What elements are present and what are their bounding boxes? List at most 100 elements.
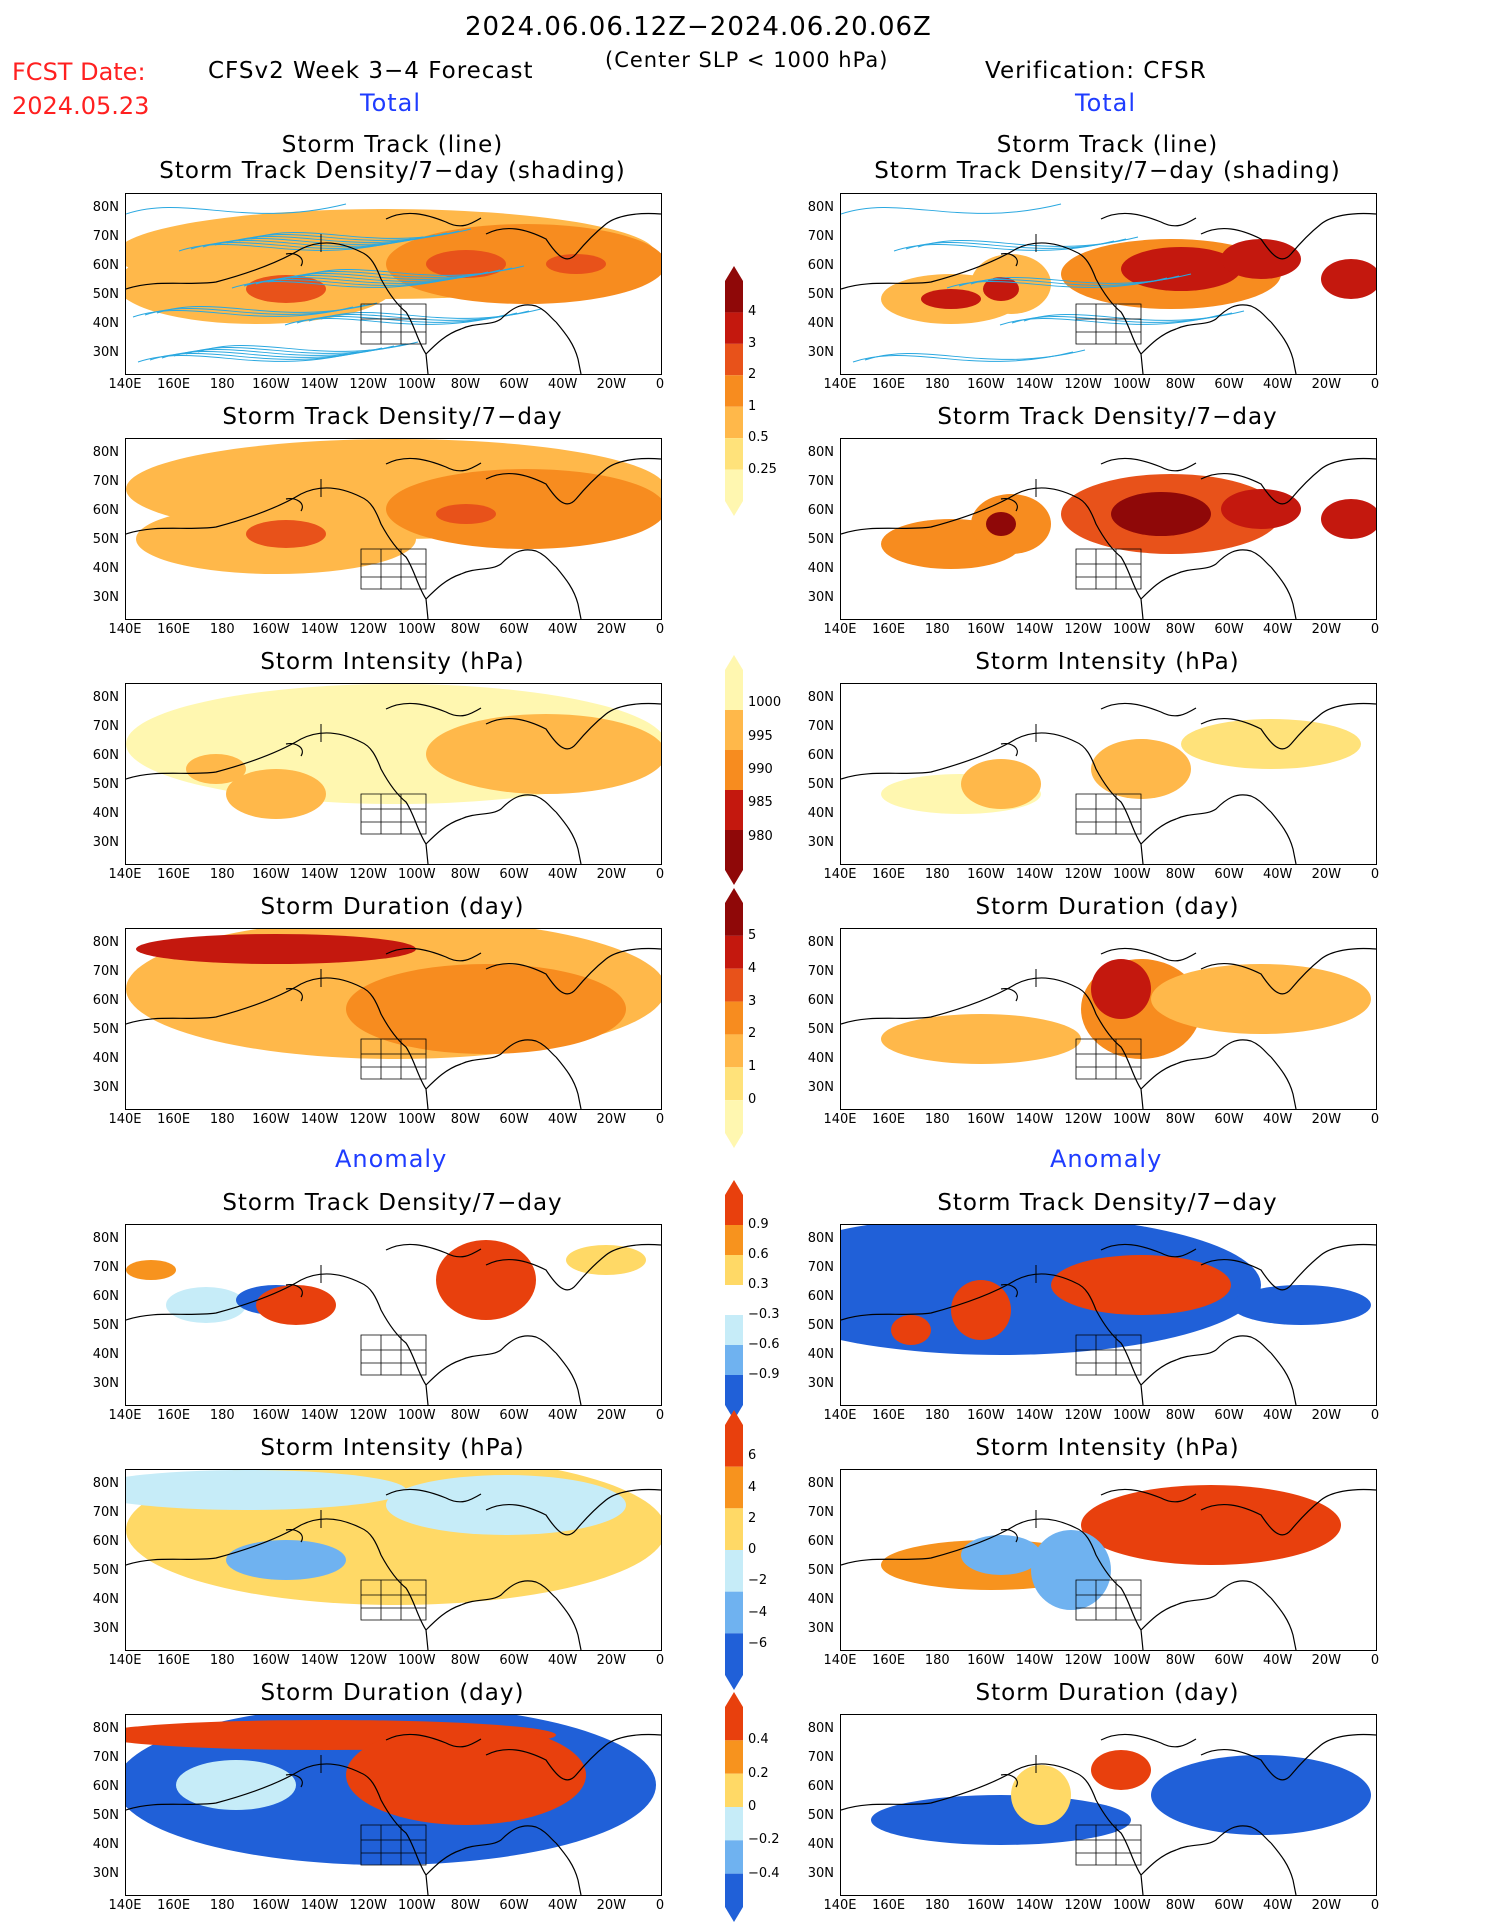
colorbar-swatch xyxy=(725,750,743,790)
lon-label: 120W xyxy=(349,377,387,392)
colorbar-swatch xyxy=(725,469,743,501)
coastline xyxy=(841,242,1144,374)
shaded-region xyxy=(1091,1750,1151,1790)
state-borders xyxy=(360,793,427,835)
map-svg xyxy=(841,457,1376,619)
coastline xyxy=(1140,794,1272,845)
lon-label: 0 xyxy=(655,1408,665,1423)
coastline xyxy=(1200,702,1376,750)
lon-label: 120W xyxy=(349,1898,387,1913)
lon-label: 160E xyxy=(872,1653,906,1668)
lon-label: 0 xyxy=(1370,1898,1380,1913)
coastline xyxy=(555,1056,582,1109)
lat-label: 50N xyxy=(92,287,119,302)
lon-label: 120W xyxy=(1064,867,1102,882)
lon-label: 160E xyxy=(872,622,906,637)
lat-label: 70N xyxy=(92,474,119,489)
colorbar-swatch xyxy=(725,935,743,969)
lon-label: 160W xyxy=(967,1112,1005,1127)
lat-label: 30N xyxy=(92,1080,119,1095)
coastline xyxy=(425,1580,557,1631)
lon-label: 100W xyxy=(397,867,436,882)
colorbar-label: 3 xyxy=(748,335,757,351)
shaded-region xyxy=(891,1315,931,1345)
storm-track-line xyxy=(917,236,1139,248)
coastline xyxy=(485,947,661,995)
lon-label: 160W xyxy=(252,377,290,392)
colorbar-swatch xyxy=(725,1001,743,1035)
shaded-region xyxy=(136,934,416,964)
lon-label: 60W xyxy=(499,622,529,637)
coastline xyxy=(555,1352,582,1405)
colorbar-label: −4 xyxy=(748,1604,768,1620)
lat-label: 70N xyxy=(807,1505,834,1520)
storm-track-line xyxy=(864,349,1086,361)
lat-label: 60N xyxy=(807,1534,834,1549)
map-svg xyxy=(126,684,661,864)
lon-label: 140E xyxy=(108,622,142,637)
colorbar-swatch xyxy=(725,343,743,376)
lat-label: 80N xyxy=(807,1231,834,1246)
lon-label: 80W xyxy=(1165,1898,1196,1913)
colorbar-label: −0.3 xyxy=(748,1307,780,1322)
shaded-region xyxy=(226,769,326,819)
coastline xyxy=(555,1842,582,1895)
lon-label: 40W xyxy=(548,1898,578,1913)
map-svg xyxy=(841,702,1376,864)
lon-label: 20W xyxy=(1311,867,1342,882)
lat-label: 30N xyxy=(92,1376,119,1391)
lon-label: 120W xyxy=(1064,622,1102,637)
colorbar-label: 6 xyxy=(748,1448,757,1464)
coastline xyxy=(1100,947,1197,962)
colorbar-label: 4 xyxy=(748,960,757,976)
verification-title: Verification: CFSR xyxy=(985,58,1207,84)
lon-label: 140E xyxy=(108,867,142,882)
coastline xyxy=(1140,1825,1272,1876)
lon-label: 140E xyxy=(823,867,857,882)
colorbar-swatch xyxy=(725,1873,743,1907)
lat-label: 30N xyxy=(807,590,834,605)
lat-label: 50N xyxy=(807,1318,834,1333)
coastline xyxy=(425,304,557,355)
coastline xyxy=(385,457,482,472)
colorbar-swatch xyxy=(725,1550,743,1592)
lat-label: 60N xyxy=(92,1534,119,1549)
lon-label: 140W xyxy=(300,1653,339,1668)
lat-label: 30N xyxy=(807,1621,834,1636)
colorbar-label: 2 xyxy=(748,1510,757,1526)
fcst-date-value: 2024.05.23 xyxy=(12,92,150,120)
colorbar-label: 0.5 xyxy=(748,430,769,446)
coastline xyxy=(425,1335,557,1386)
map-panel-6-0 xyxy=(125,1714,662,1896)
state-borders xyxy=(1075,548,1142,590)
lon-label: 160E xyxy=(157,867,191,882)
shaded-region xyxy=(1011,1765,1071,1825)
map-svg xyxy=(126,439,661,619)
coastline xyxy=(841,1518,1144,1650)
lon-label: 120W xyxy=(1064,1898,1102,1913)
coastline xyxy=(1270,1597,1297,1650)
lat-label: 80N xyxy=(92,935,119,950)
lat-label: 80N xyxy=(807,690,834,705)
panel-title-track-line-left: Storm Track (line) xyxy=(281,132,504,158)
lat-label: 70N xyxy=(807,1750,834,1765)
shaded-region xyxy=(983,277,1019,301)
panel-title-intensity-anom-left: Storm Intensity (hPa) xyxy=(260,1435,525,1461)
colorbar-label: 0.2 xyxy=(748,1765,769,1781)
lon-label: 100W xyxy=(1112,867,1151,882)
lat-label: 60N xyxy=(807,1289,834,1304)
map-panel-0-1 xyxy=(840,193,1377,375)
coastline xyxy=(1100,1733,1197,1748)
shaded-region xyxy=(436,504,496,524)
lon-label: 140E xyxy=(108,1112,142,1127)
state-borders xyxy=(360,1038,427,1080)
lon-label: 160E xyxy=(157,1408,191,1423)
lon-label: 160E xyxy=(872,1408,906,1423)
lat-label: 80N xyxy=(92,690,119,705)
colorbar-swatch xyxy=(725,1773,743,1807)
coastline xyxy=(425,794,557,845)
lon-label: 60W xyxy=(499,1112,529,1127)
section-total-left: Total xyxy=(360,89,422,117)
coastline xyxy=(841,1763,1144,1895)
lon-label: 20W xyxy=(596,1408,627,1423)
